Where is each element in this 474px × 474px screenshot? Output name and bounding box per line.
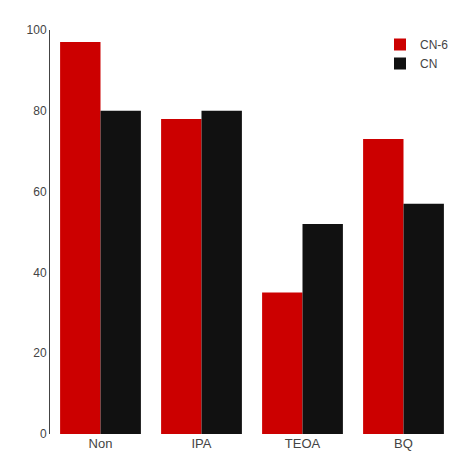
svg-text:Non: Non [89, 436, 113, 451]
svg-text:20: 20 [33, 346, 47, 360]
svg-text:40: 40 [33, 266, 47, 280]
svg-text:BQ: BQ [394, 436, 413, 451]
svg-text:CN: CN [420, 57, 437, 71]
svg-text:IPA: IPA [192, 436, 212, 451]
svg-text:TEOA: TEOA [285, 436, 321, 451]
svg-text:CN-6: CN-6 [420, 38, 448, 52]
svg-text:60: 60 [33, 185, 47, 199]
svg-text:0: 0 [40, 427, 47, 441]
svg-text:100: 100 [27, 23, 47, 37]
svg-text:80: 80 [33, 104, 47, 118]
